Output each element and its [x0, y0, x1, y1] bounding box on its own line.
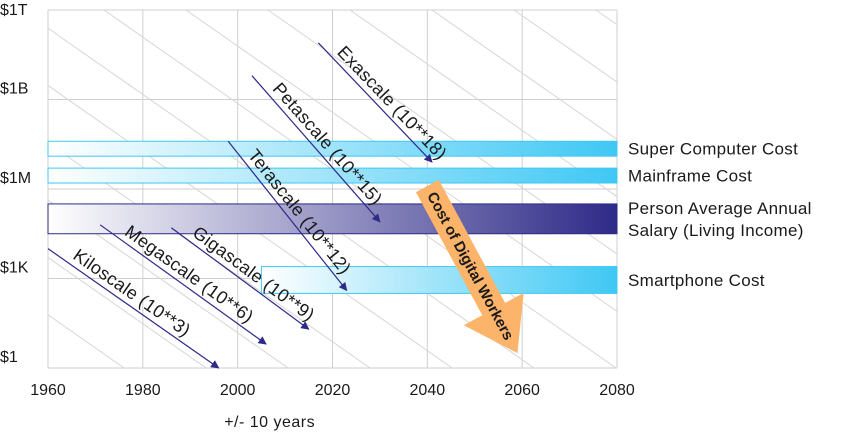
x-tick-label: 1980	[125, 382, 161, 399]
y-tick-label: $1T	[0, 2, 28, 19]
x-axis-label: +/- 10 years	[224, 414, 315, 431]
diagonal-guide	[48, 142, 371, 368]
series-line-3	[227, 140, 348, 292]
band-0	[47, 140, 618, 157]
x-tick-label: 2040	[410, 382, 446, 399]
series-line-5	[317, 42, 433, 163]
annotation-arrow-shape	[415, 179, 524, 354]
diagonal-guide	[48, 199, 289, 368]
x-tick-label: 2020	[315, 382, 351, 399]
diagonal-guide	[267, 10, 617, 255]
x-tick-label: 1960	[30, 382, 66, 399]
diagonal-guide	[842, 10, 850, 368]
diagonal-guide	[0, 10, 42, 368]
axis-ticks: 1960 1980 2000 2020 2040 2060 2080 $1 $1K $1M $1B $…	[0, 2, 635, 399]
diagonal-guide	[48, 256, 207, 368]
band-2	[47, 203, 618, 235]
diagonal-guide	[595, 10, 617, 26]
series-line-0	[47, 248, 220, 369]
y-tick-label: $1	[0, 349, 18, 366]
band-label: Person Average Annual Salary (Living Inco…	[628, 199, 812, 240]
series-line-2	[170, 227, 310, 330]
diagonal-guide	[760, 10, 850, 368]
diagonal-guide	[103, 10, 617, 368]
band-3	[260, 266, 618, 294]
band-label: Super Computer Cost	[628, 140, 798, 159]
gridlines	[47, 9, 618, 369]
diagonal-guide	[48, 27, 535, 368]
band-label: Smartphone Cost	[628, 271, 765, 290]
diagonal-guide	[349, 10, 617, 198]
diagonal-guide	[431, 10, 617, 140]
x-tick-label: 2060	[504, 382, 540, 399]
diagonal-guide	[513, 10, 617, 83]
y-tick-label: $1B	[0, 81, 28, 98]
x-tick-label: 2000	[220, 382, 256, 399]
band-label: Mainframe Cost	[628, 167, 752, 186]
diagonal-guide	[678, 10, 850, 368]
cost-bands: Super Computer Cost Mainframe Cost Person …	[47, 140, 812, 294]
band-1	[47, 167, 618, 184]
x-tick-label: 2080	[599, 382, 635, 399]
series-line-4	[251, 75, 381, 223]
y-tick-label: $1K	[0, 260, 29, 277]
diagonal-guide	[48, 84, 453, 368]
y-tick-label: $1M	[0, 170, 31, 187]
series-line-1	[99, 224, 267, 345]
